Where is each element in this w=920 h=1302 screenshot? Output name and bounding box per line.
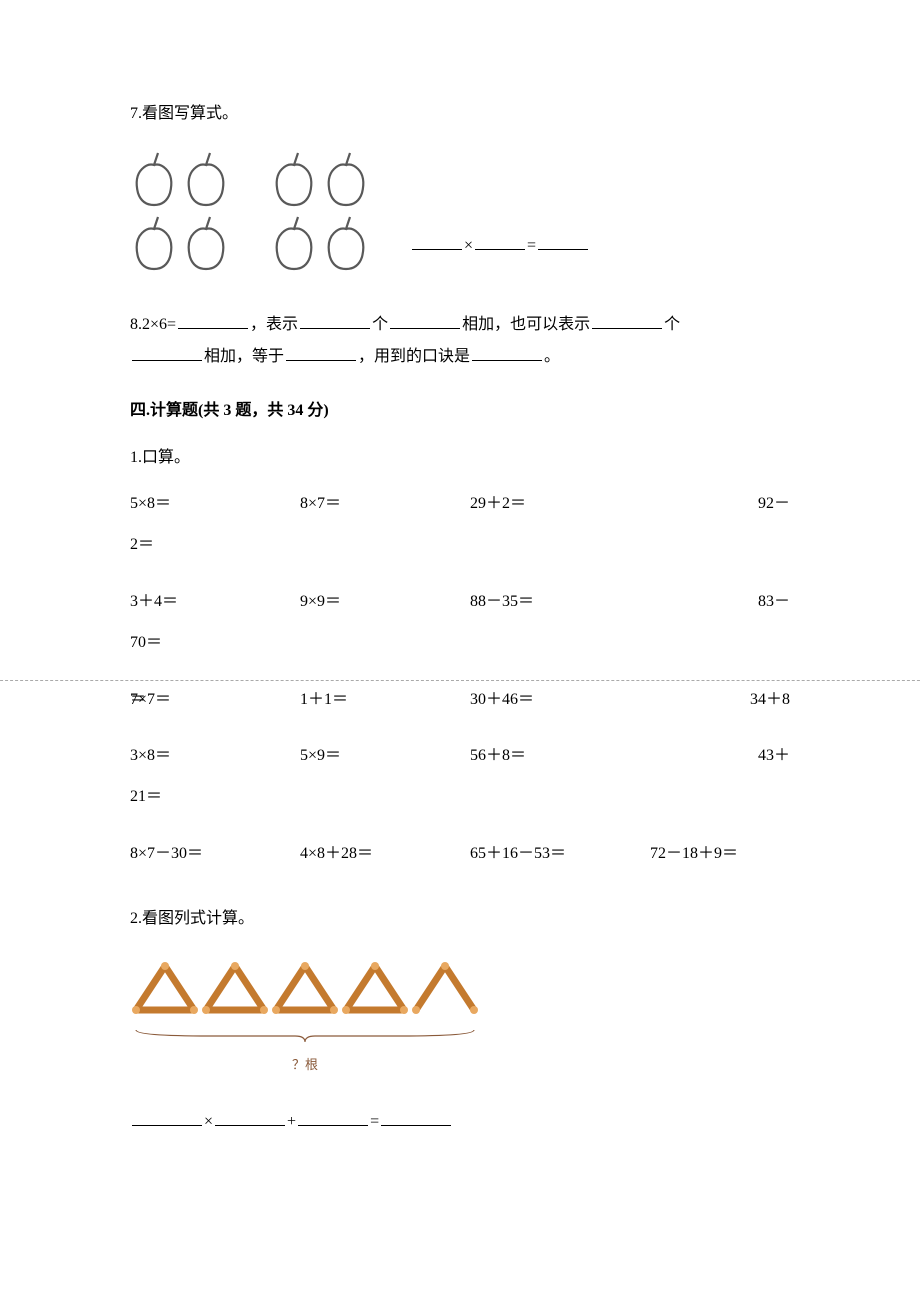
q8-t2: 个 [372, 316, 388, 333]
blank[interactable] [475, 231, 525, 250]
page-dash-line [0, 680, 920, 681]
blank[interactable] [472, 342, 542, 361]
blank[interactable] [300, 310, 370, 329]
pear-icon [182, 149, 230, 209]
blank[interactable] [298, 1107, 368, 1126]
blank[interactable] [592, 310, 662, 329]
q8-t6: ，用到的口诀是 [358, 348, 470, 365]
calc-cell-wrap: ＝ [130, 686, 790, 715]
calc-cell: 4×8＋28＝ [300, 840, 470, 869]
calc-row: 3×8＝ 5×9＝ 56＋8＝ 43＋ [130, 742, 790, 775]
question-8: 8.2×6= ，表示 个 相加，也可以表示 个相加，等于 ，用到的口诀是 。 [130, 309, 790, 373]
q7-equation: × = [410, 231, 590, 273]
equals-symbol: = [527, 232, 536, 261]
triangle-caption: ？根 [130, 1053, 480, 1076]
calc-cell: 3＋4＝ [130, 588, 300, 621]
calc-cell: 56＋8＝ [470, 742, 650, 775]
calc-cell: 88－35＝ [470, 588, 650, 621]
calc-row: 3＋4＝ 9×9＝ 88－35＝ 83－ [130, 588, 790, 621]
q8-t5: 相加，等于 [204, 348, 284, 365]
calc-cell: 65＋16－53＝ [470, 840, 650, 869]
blank[interactable] [286, 342, 356, 361]
pear-icon [322, 149, 370, 209]
calc-cell: 5×8＝ [130, 490, 300, 523]
pear-icon [270, 149, 318, 209]
q7-label: 7.看图写算式。 [130, 100, 790, 129]
blank[interactable] [132, 1107, 202, 1126]
question-4-1: 1.口算。 5×8＝ 8×7＝ 29＋2＝ 92－ 2＝ 3＋4＝ 9×9＝ 8… [130, 444, 790, 869]
blank[interactable] [390, 310, 460, 329]
calc-cell-wrap: 70＝ [130, 629, 790, 658]
question-7: 7.看图写算式。 × = [130, 100, 790, 273]
plus-symbol: + [287, 1108, 296, 1137]
calc-cell: 9×9＝ [300, 588, 470, 621]
pear-icon [130, 149, 178, 209]
q8-t3: 相加，也可以表示 [462, 316, 590, 333]
times-symbol: × [204, 1108, 213, 1137]
q8-t1: ，表示 [250, 316, 298, 333]
blank[interactable] [215, 1107, 285, 1126]
calc-last-row: 8×7－30＝ 4×8＋28＝ 65＋16－53＝ 72－18＋9＝ [130, 840, 790, 869]
triangle-figure: ？根 [130, 960, 790, 1077]
pear-group-2 [270, 149, 370, 273]
calc-cell: 83－ [650, 588, 790, 621]
pear-icon [270, 213, 318, 273]
q4-2-label: 2.看图列式计算。 [130, 905, 790, 934]
blank[interactable] [538, 231, 588, 250]
question-4-2: 2.看图列式计算。 [130, 905, 790, 1149]
times-symbol: × [464, 232, 473, 261]
triangles-icon [130, 960, 480, 1016]
calc-cell: 8×7＝ [300, 490, 470, 523]
blank[interactable] [178, 310, 248, 329]
pear-icon [182, 213, 230, 273]
section-4-header: 四.计算题(共 3 题，共 34 分) [130, 397, 790, 426]
q8-t7: 。 [544, 348, 560, 365]
blank[interactable] [412, 231, 462, 250]
pear-icon [130, 213, 178, 273]
calc-cell: 43＋ [650, 742, 790, 775]
brace-icon [130, 1028, 480, 1044]
equals-symbol: = [370, 1108, 379, 1137]
calc-cell: 92－ [650, 490, 790, 523]
calc-cell: 72－18＋9＝ [650, 840, 790, 869]
q7-figure-row: × = [130, 149, 790, 273]
calc-cell-wrap: 21＝ [130, 783, 790, 812]
calc-cell: 8×7－30＝ [130, 840, 300, 869]
blank[interactable] [381, 1107, 451, 1126]
calc-cell: 5×9＝ [300, 742, 470, 775]
pear-group-1 [130, 149, 230, 273]
calc-row: 5×8＝ 8×7＝ 29＋2＝ 92－ [130, 490, 790, 523]
q8-t4: 个 [664, 316, 680, 333]
calc-cell: 29＋2＝ [470, 490, 650, 523]
blank[interactable] [132, 342, 202, 361]
q4-2-equation: × + = [130, 1107, 790, 1149]
q8-prefix: 8.2×6= [130, 316, 176, 333]
calc-cell-wrap: 2＝ [130, 531, 790, 560]
calc-cell: 3×8＝ [130, 742, 300, 775]
pear-icon [322, 213, 370, 273]
q4-1-label: 1.口算。 [130, 444, 790, 473]
